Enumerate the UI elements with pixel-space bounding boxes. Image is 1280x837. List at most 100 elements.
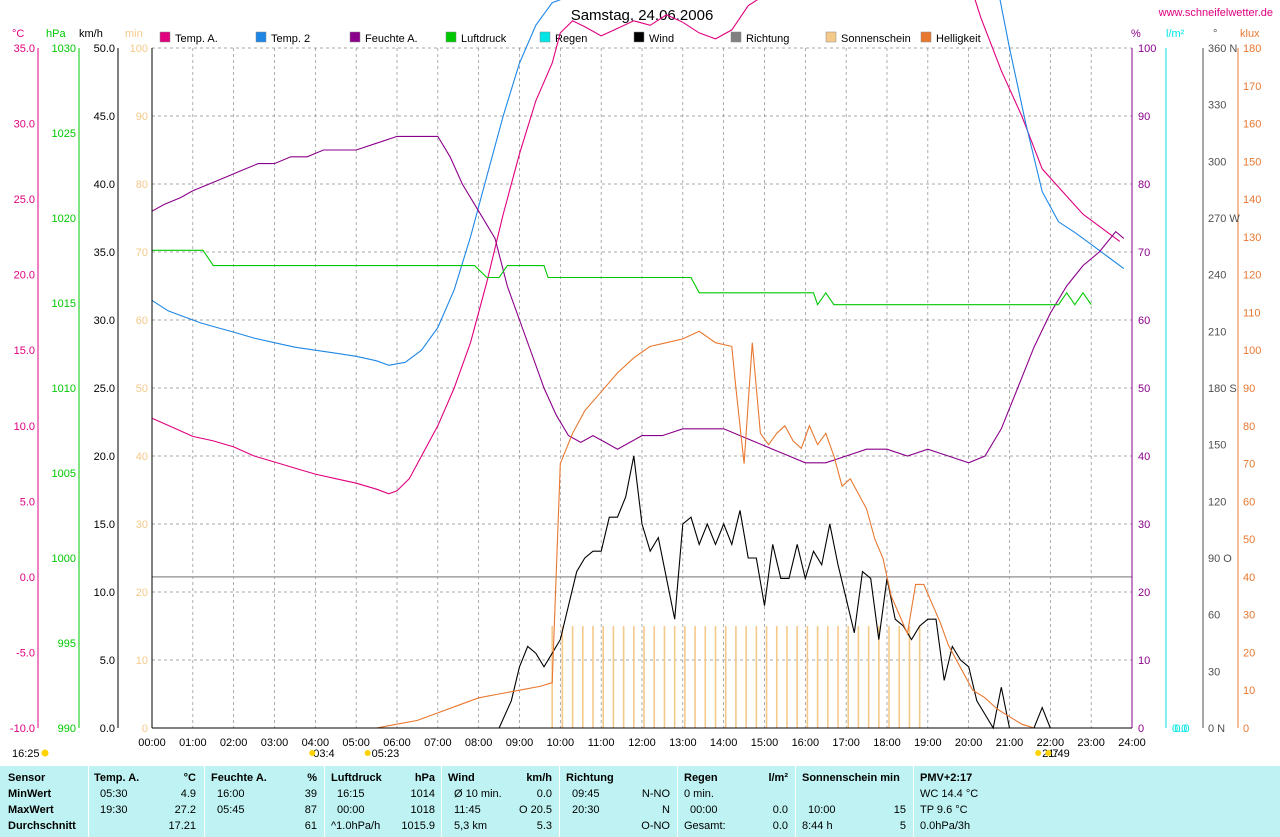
- stats-temp: Temp. A. °C 05:30 4.9 19:30 27.2 17.21: [94, 766, 202, 837]
- x-tick-24: 24:00: [1118, 737, 1146, 749]
- pmv-dewpoint: TP 9.6 °C: [920, 804, 968, 816]
- wind-axis-tick-10: 0.0: [100, 723, 115, 735]
- stats-rain: Regen l/m² 0 min. 00:00 0.0 Gesamt: 0.0: [684, 766, 790, 837]
- temp-max: 27.2: [174, 804, 196, 816]
- light-axis-tick-5: 130: [1243, 232, 1261, 244]
- x-tick-6: 06:00: [383, 737, 411, 749]
- pressure-axis-tick-1: 1025: [52, 128, 76, 140]
- legend-label-2: Feuchte A.: [365, 33, 418, 45]
- light-axis-tick-17: 10: [1243, 685, 1255, 697]
- x-tick-2: 02:00: [220, 737, 248, 749]
- direction-axis-tick-4: 240: [1208, 270, 1226, 282]
- hum-min: 39: [304, 788, 317, 800]
- direction-axis-tick-12: 0 N: [1208, 723, 1225, 735]
- marker-sun-icon-1: [364, 750, 371, 756]
- x-tick-13: 13:00: [669, 737, 697, 749]
- sun-max: 15: [893, 804, 906, 816]
- wind-axis-tick-8: 10.0: [94, 587, 115, 599]
- stats-row-labels: Sensor MinWert MaxWert Durchschnitt: [8, 766, 88, 837]
- temp-axis-tick-2: 25.0: [14, 194, 35, 206]
- hum-max: 87: [304, 804, 317, 816]
- dir-r2-time: 20:30: [572, 804, 600, 816]
- wind-axis-unit: km/h: [79, 28, 103, 40]
- press-min: 1014: [410, 788, 435, 800]
- marker-sun-icon-2: [1035, 750, 1042, 756]
- press-trend: ^1.0hPa/h: [331, 820, 381, 832]
- light-axis-tick-2: 160: [1243, 119, 1261, 131]
- minutes-axis-tick-9: 10: [136, 655, 148, 667]
- legend-swatch-7: [825, 31, 837, 43]
- wind-unit: km/h: [526, 772, 552, 784]
- rain-max: 0.0: [772, 804, 788, 816]
- marker-label-1: 05:23: [372, 748, 400, 760]
- site-url[interactable]: www.schneifelwetter.de: [1158, 7, 1273, 19]
- legend-swatch-3: [445, 31, 457, 43]
- x-tick-15: 15:00: [751, 737, 779, 749]
- direction-axis-tick-10: 60: [1208, 610, 1220, 622]
- x-tick-7: 07:00: [424, 737, 452, 749]
- legend-swatch-8: [920, 31, 932, 43]
- legend-label-4: Regen: [555, 33, 587, 45]
- press-max-time: 00:00: [337, 804, 365, 816]
- marker-sun-icon-0: [309, 750, 316, 756]
- rain-total: 0.0: [772, 820, 788, 832]
- temp-max-time: 19:30: [100, 804, 128, 816]
- sun-title: Sonnenschein min: [802, 772, 900, 784]
- temp-axis-tick-9: -10.0: [10, 723, 35, 735]
- wind-title: Wind: [448, 772, 475, 784]
- wind-avg10-label: Ø 10 min.: [454, 788, 502, 800]
- legend-label-7: Sonnenschein: [841, 33, 911, 45]
- legend-label-6: Richtung: [746, 33, 789, 45]
- light-axis-tick-1: 170: [1243, 81, 1261, 93]
- rain-max-time: 00:00: [690, 804, 718, 816]
- temp-axis-unit: °C: [12, 28, 24, 40]
- temp-min: 4.9: [180, 788, 196, 800]
- humidity-axis-tick-4: 60: [1138, 315, 1150, 327]
- wind-max: O 20.5: [518, 804, 552, 816]
- legend-label-8: Helligkeit: [936, 33, 981, 45]
- minutes-axis-tick-6: 40: [136, 451, 148, 463]
- rain-unit: l/m²: [768, 772, 788, 784]
- marker-sun-icon-3: [1045, 750, 1052, 756]
- legend-swatch-5: [633, 31, 645, 43]
- light-axis-tick-12: 60: [1243, 496, 1255, 508]
- pressure-axis-tick-4: 1010: [52, 383, 76, 395]
- temp-min-time: 05:30: [100, 788, 128, 800]
- pmv-pressure-trend: 0.0hPa/3h: [920, 820, 971, 832]
- wind-axis-tick-9: 5.0: [100, 655, 115, 667]
- minutes-axis-unit: min: [125, 28, 143, 40]
- light-axis-tick-3: 150: [1243, 156, 1261, 168]
- x-tick-18: 18:00: [873, 737, 901, 749]
- x-tick-23: 23:00: [1077, 737, 1105, 749]
- sun-max-time: 10:00: [808, 804, 836, 816]
- direction-axis-tick-0: 360 N: [1208, 43, 1237, 55]
- hum-title: Feuchte A.: [211, 772, 267, 784]
- direction-axis-tick-2: 300: [1208, 156, 1226, 168]
- legend-label-5: Wind: [649, 33, 674, 45]
- humidity-axis-tick-7: 30: [1138, 519, 1150, 531]
- hum-unit: %: [307, 772, 317, 784]
- legend-label-3: Luftdruck: [461, 33, 507, 45]
- temp-avg: 17.21: [168, 820, 196, 832]
- humidity-axis-tick-0: 100: [1138, 43, 1156, 55]
- series-line-temp-2: [151, 0, 1125, 366]
- temp-axis-tick-0: 35.0: [14, 43, 35, 55]
- direction-axis-tick-7: 150: [1208, 440, 1226, 452]
- rain-title: Regen: [684, 772, 718, 784]
- legend-swatch-1: [255, 31, 267, 43]
- x-tick-21: 21:00: [996, 737, 1024, 749]
- minutes-axis-tick-7: 30: [136, 519, 148, 531]
- pressure-axis-unit: hPa: [46, 28, 66, 40]
- dir-r2: N: [662, 804, 670, 816]
- legend-label-1: Temp. 2: [271, 33, 310, 45]
- pmv-windchill: WC 14.4 °C: [920, 788, 979, 800]
- x-tick-14: 14:00: [710, 737, 738, 749]
- light-axis-tick-16: 20: [1243, 647, 1255, 659]
- series-line-wind: [498, 455, 1051, 730]
- press-unit: hPa: [414, 772, 435, 784]
- light-axis-tick-7: 110: [1243, 307, 1261, 319]
- temp-axis-tick-4: 15.0: [14, 345, 35, 357]
- humidity-axis-tick-3: 70: [1138, 247, 1150, 259]
- x-tick-10: 10:00: [547, 737, 575, 749]
- x-tick-12: 12:00: [628, 737, 656, 749]
